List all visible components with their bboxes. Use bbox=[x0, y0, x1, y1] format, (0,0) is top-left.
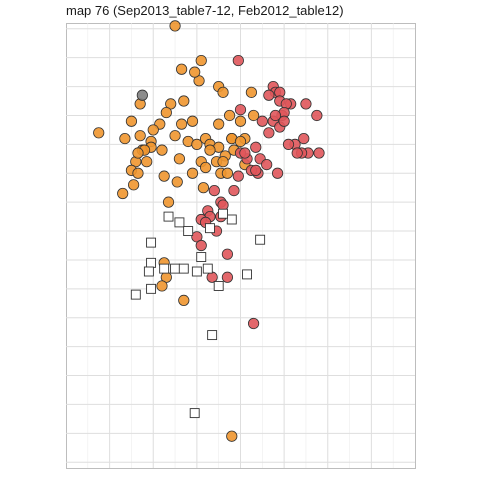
data-point-square bbox=[202, 263, 213, 274]
data-point-red bbox=[234, 104, 247, 116]
data-point-red bbox=[228, 184, 240, 197]
data-point-red bbox=[206, 271, 218, 283]
data-point-orange bbox=[247, 109, 260, 122]
data-point-square bbox=[143, 266, 154, 277]
data-point-orange bbox=[200, 161, 212, 174]
data-point-red bbox=[263, 127, 275, 139]
data-point-orange bbox=[226, 430, 238, 442]
data-point-square bbox=[183, 226, 194, 237]
data-point-red bbox=[271, 167, 284, 179]
data-point-red bbox=[298, 132, 310, 145]
data-point-orange bbox=[171, 176, 183, 188]
data-point-red bbox=[313, 147, 325, 159]
data-point-square bbox=[178, 263, 189, 274]
data-point-red bbox=[311, 109, 323, 122]
data-point-orange bbox=[176, 118, 188, 130]
data-point-orange bbox=[189, 66, 201, 78]
data-point-orange bbox=[93, 127, 105, 139]
data-point-red bbox=[291, 147, 303, 159]
data-point-red bbox=[250, 141, 262, 153]
data-point-square bbox=[146, 237, 157, 248]
data-point-orange bbox=[234, 135, 247, 148]
data-point-orange bbox=[134, 130, 146, 142]
data-point-orange bbox=[169, 130, 181, 142]
data-point-square bbox=[130, 289, 141, 300]
data-point-square bbox=[174, 217, 185, 228]
data-point-square bbox=[170, 263, 181, 274]
data-point-square bbox=[146, 283, 157, 294]
data-point-red bbox=[208, 184, 220, 197]
data-point-red bbox=[282, 138, 295, 150]
data-point-orange bbox=[204, 144, 216, 156]
data-point-orange bbox=[245, 86, 258, 98]
data-point-orange bbox=[213, 118, 225, 130]
data-point-square bbox=[218, 208, 229, 219]
chart-title: map 76 (Sep2013_table7-12, Feb2012_table… bbox=[66, 3, 344, 18]
data-point-square bbox=[213, 281, 224, 291]
data-point-orange bbox=[169, 20, 181, 32]
data-point-orange bbox=[176, 63, 188, 75]
data-point-red bbox=[247, 317, 260, 330]
data-point-orange bbox=[191, 138, 203, 150]
data-point-red bbox=[300, 98, 312, 110]
data-point-red bbox=[261, 158, 273, 171]
data-point-orange bbox=[162, 196, 175, 208]
data-point-red bbox=[221, 248, 234, 260]
data-point-square bbox=[242, 269, 252, 280]
data-point-orange bbox=[195, 54, 207, 67]
data-point-orange bbox=[221, 167, 234, 179]
data-point-orange bbox=[178, 294, 190, 307]
data-point-square bbox=[255, 234, 266, 245]
data-point-orange bbox=[132, 167, 144, 179]
data-point-red bbox=[250, 164, 262, 176]
data-point-square bbox=[196, 252, 207, 263]
data-point-orange bbox=[119, 132, 131, 145]
data-point-red bbox=[232, 170, 244, 182]
data-point-square bbox=[207, 330, 218, 341]
data-point-red bbox=[269, 109, 281, 122]
data-point-red bbox=[256, 115, 268, 127]
data-point-orange bbox=[186, 115, 199, 127]
data-point-orange bbox=[234, 115, 247, 127]
data-point-orange bbox=[217, 156, 229, 168]
data-point-square bbox=[189, 408, 200, 419]
data-point-orange bbox=[128, 179, 140, 191]
data-point-orange bbox=[173, 153, 186, 165]
data-point-red bbox=[239, 147, 251, 159]
data-point-red bbox=[263, 89, 275, 101]
data-point-red bbox=[232, 54, 244, 67]
data-point-red bbox=[221, 271, 234, 283]
data-point-square bbox=[146, 257, 157, 268]
data-point-orange bbox=[156, 144, 168, 156]
data-points bbox=[93, 20, 325, 442]
data-point-orange bbox=[178, 95, 190, 107]
data-point-orange bbox=[160, 106, 172, 119]
data-point-square bbox=[191, 266, 202, 277]
data-point-red bbox=[278, 115, 290, 127]
data-point-square bbox=[159, 263, 170, 274]
data-point-orange bbox=[158, 170, 170, 182]
data-point-orange bbox=[217, 86, 229, 98]
data-point-square bbox=[205, 223, 215, 234]
data-point-red bbox=[195, 239, 207, 252]
data-point-orange bbox=[156, 280, 168, 292]
data-point-orange bbox=[223, 109, 236, 122]
data-point-gray bbox=[136, 89, 148, 101]
data-point-square bbox=[163, 211, 174, 222]
data-point-orange bbox=[186, 167, 199, 179]
data-point-orange bbox=[125, 115, 138, 127]
data-point-orange bbox=[117, 187, 129, 200]
data-point-red bbox=[217, 199, 229, 211]
data-point-orange bbox=[132, 147, 144, 159]
data-point-orange bbox=[147, 124, 159, 136]
grid-lines bbox=[66, 23, 415, 468]
data-point-orange bbox=[141, 156, 153, 168]
data-point-square bbox=[226, 214, 237, 225]
data-point-orange bbox=[197, 182, 210, 194]
